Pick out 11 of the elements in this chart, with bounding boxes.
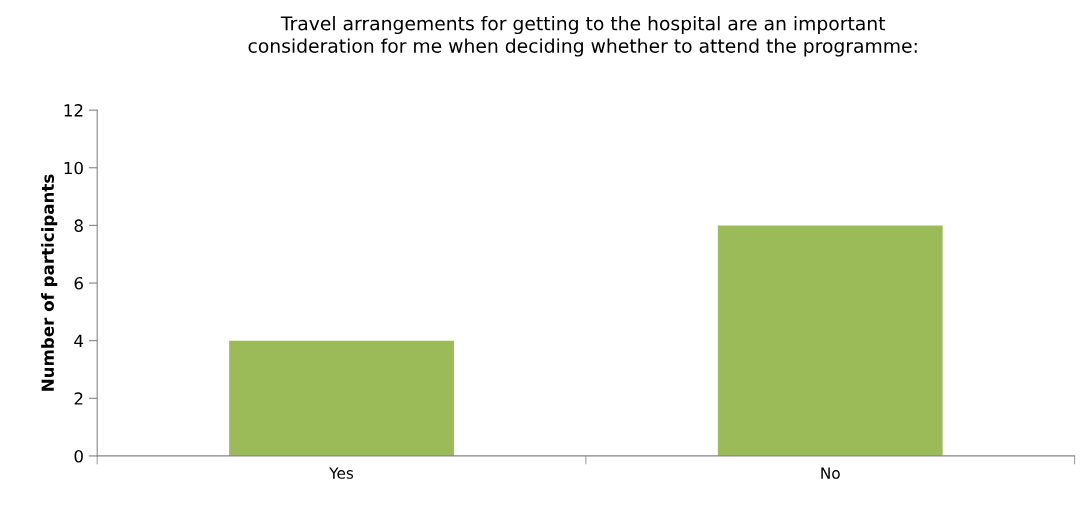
chart-title: Travel arrangements for getting to the hospital are an important consideration for me when deciding whether to attend the programme: (248, 15, 917, 57)
y-tick-label: 10 (64, 161, 83, 175)
y-tick-label: 4 (74, 334, 84, 347)
y-tick-label: 6 (74, 276, 83, 290)
y-axis-title: Number of participants (41, 174, 58, 391)
y-tick-label: 8 (74, 219, 83, 232)
x-tick-label: Yes (329, 467, 354, 479)
y-tick-label: 0 (74, 449, 83, 463)
y-tick-label: 2 (74, 392, 83, 405)
x-tick-label: No (821, 467, 840, 479)
y-tick-label: 12 (64, 104, 83, 117)
